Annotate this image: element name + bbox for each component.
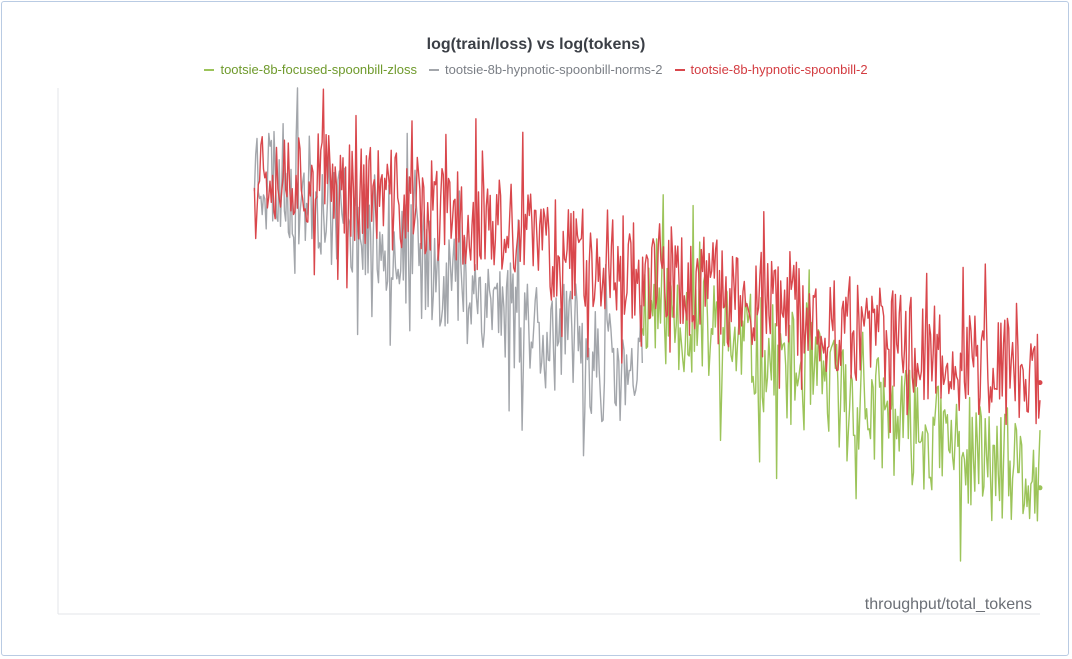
series-line-2[interactable] bbox=[253, 88, 1041, 434]
chart-title: log(train/loss) vs log(tokens) bbox=[426, 36, 646, 53]
legend-item-hypnotic[interactable]: tootsie-8b-hypnotic-spoonbill-2 bbox=[674, 62, 868, 77]
legend: tootsie-8b-focused-spoonbill-zloss toots… bbox=[0, 62, 1072, 77]
x-axis-label: throughput/total_tokens bbox=[865, 596, 1032, 613]
series-line-1[interactable] bbox=[253, 87, 643, 457]
series-layer bbox=[253, 87, 1043, 562]
legend-swatch-zloss bbox=[204, 68, 215, 71]
legend-swatch-norms bbox=[429, 68, 439, 71]
legend-item-zloss[interactable]: tootsie-8b-focused-spoonbill-zloss bbox=[204, 62, 417, 77]
legend-item-norms[interactable]: tootsie-8b-hypnotic-spoonbill-norms-2 bbox=[429, 62, 663, 77]
legend-label-norms: tootsie-8b-hypnotic-spoonbill-norms-2 bbox=[445, 62, 663, 77]
legend-label-zloss: tootsie-8b-focused-spoonbill-zloss bbox=[220, 62, 417, 77]
series-line-0[interactable] bbox=[641, 194, 1041, 562]
series-end-marker-2 bbox=[1037, 380, 1043, 386]
legend-label-hypnotic: tootsie-8b-hypnotic-spoonbill-2 bbox=[690, 62, 868, 77]
series-end-marker-0 bbox=[1037, 485, 1043, 491]
legend-swatch-hypnotic bbox=[674, 68, 685, 71]
